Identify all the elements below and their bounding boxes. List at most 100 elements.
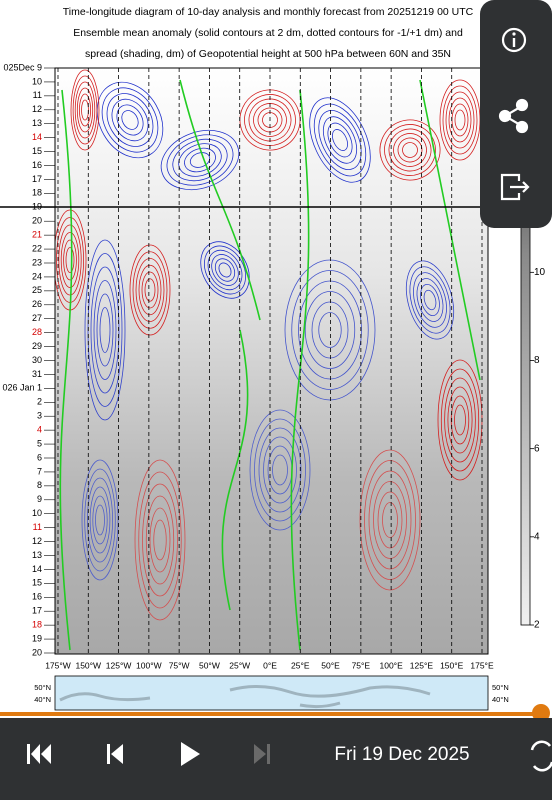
y-label: 10 (32, 508, 42, 518)
contour (258, 427, 302, 513)
contour (423, 289, 437, 311)
contour (203, 245, 247, 295)
y-label: 18 (32, 620, 42, 630)
contour (65, 247, 75, 273)
y-label: 16 (32, 592, 42, 602)
contour (144, 278, 156, 302)
contour (76, 87, 94, 133)
first-button[interactable] (27, 744, 51, 764)
contour (111, 98, 149, 142)
contour (129, 244, 171, 336)
progress-knob[interactable] (532, 704, 550, 722)
contour (444, 377, 476, 463)
x-label: 150°E (440, 660, 464, 670)
contour (393, 133, 427, 167)
contour (384, 124, 436, 176)
progress-bar[interactable] (0, 712, 541, 716)
zero-contour (59, 89, 73, 651)
contour (298, 280, 362, 380)
y-label: 12 (32, 536, 42, 546)
export-button[interactable] (500, 173, 530, 201)
x-label: 125°W (106, 660, 132, 670)
contour (72, 75, 98, 145)
contour (214, 258, 236, 282)
contours (55, 69, 483, 651)
contour (359, 449, 421, 591)
y-label: 13 (32, 118, 42, 128)
y-label: 20 (32, 647, 42, 657)
y-label: 11 (33, 90, 42, 100)
zero-contour (179, 79, 261, 321)
next-button[interactable] (254, 744, 270, 764)
play-button[interactable] (181, 742, 200, 766)
contour (440, 368, 480, 472)
x-label: 75°E (352, 660, 371, 670)
contour (92, 495, 108, 545)
x-label: 175°E (470, 660, 494, 670)
zero-contour (221, 329, 249, 611)
contour (142, 483, 178, 597)
y-label: 7 (37, 466, 42, 476)
y-label: 4 (37, 425, 42, 435)
current-date: Fri 19 Dec 2025 (334, 744, 469, 765)
contour (442, 85, 478, 155)
contour (382, 502, 398, 538)
contour (135, 258, 165, 322)
y-label: 14 (32, 132, 42, 142)
contour (84, 468, 116, 572)
y-label: 18 (32, 188, 42, 198)
contour (304, 291, 356, 369)
y-label: 13 (32, 550, 42, 560)
contour (450, 395, 470, 445)
share-button[interactable] (498, 98, 529, 134)
contour (311, 301, 349, 359)
y-label: 17 (32, 606, 42, 616)
y-label: 14 (32, 564, 42, 574)
colorbar-label: 10 (534, 267, 546, 278)
contour (239, 89, 301, 151)
x-label: 125°E (410, 660, 434, 670)
contour (248, 98, 292, 142)
colorbar-label: 8 (534, 355, 540, 366)
zero-contour (419, 79, 481, 381)
contour (445, 91, 475, 149)
refresh-button[interactable] (530, 740, 552, 772)
contour (284, 259, 376, 401)
contour (160, 129, 240, 191)
y-label: 21 (32, 230, 42, 240)
x-label: 0°E (263, 660, 277, 670)
land (59, 685, 431, 709)
y-label: 9 (37, 494, 42, 504)
contour (368, 470, 412, 570)
contour (74, 81, 96, 139)
contour (184, 147, 216, 173)
contour (413, 272, 447, 328)
contour (172, 138, 228, 182)
y-label: 27 (32, 313, 42, 323)
titles: Time-longitude diagram of 10-day analysi… (63, 6, 474, 60)
contour (402, 142, 418, 158)
y-label: 16 (32, 160, 42, 170)
contour (207, 249, 243, 291)
contour (153, 519, 167, 561)
contour (262, 112, 278, 128)
colorbar-label: 2 (534, 620, 540, 631)
contour (448, 97, 472, 143)
prev-button[interactable] (107, 744, 123, 764)
info-button[interactable] (501, 27, 527, 53)
x-label: 75°W (169, 660, 190, 670)
y-label: 3 (37, 411, 42, 421)
y-label: 23 (32, 257, 42, 267)
contour (70, 69, 100, 151)
y-label: 30 (32, 355, 42, 365)
x-label: 25°W (229, 660, 250, 670)
y-label: 20 (32, 216, 42, 226)
x-label: 175°W (45, 660, 71, 670)
y-label: 19 (32, 202, 42, 212)
plot-area (55, 68, 488, 654)
grid (44, 67, 483, 654)
contour (99, 307, 111, 353)
contour (218, 262, 232, 278)
x-label: 100°E (380, 660, 404, 670)
